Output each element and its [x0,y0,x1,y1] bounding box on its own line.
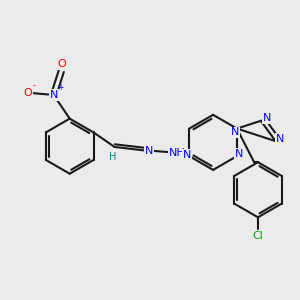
Text: N: N [235,149,243,159]
Text: N: N [145,146,153,156]
Text: N: N [276,134,284,144]
Text: +: + [58,83,64,92]
Text: N: N [263,113,271,123]
Text: N: N [231,128,239,137]
Text: O: O [23,88,32,98]
Text: -: - [33,81,36,90]
Text: N: N [50,90,58,100]
Text: H: H [109,152,116,161]
Text: NH: NH [169,148,186,158]
Text: O: O [57,59,66,69]
Text: N: N [183,150,191,161]
Text: Cl: Cl [253,231,263,241]
